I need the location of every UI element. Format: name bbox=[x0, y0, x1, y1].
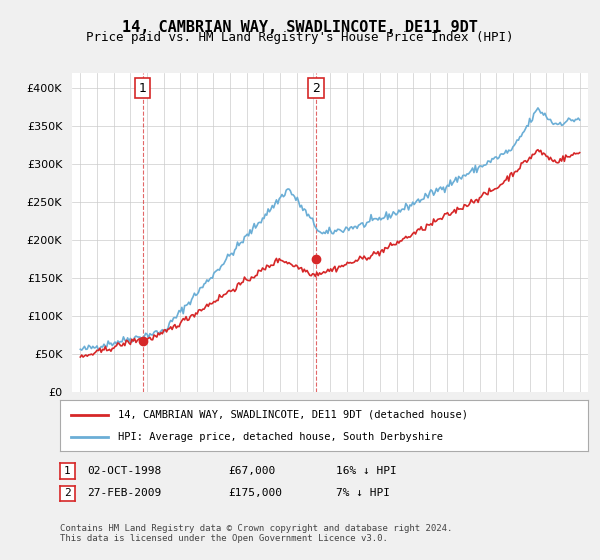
Text: 2: 2 bbox=[312, 82, 320, 95]
Text: £67,000: £67,000 bbox=[228, 466, 275, 476]
Text: 7% ↓ HPI: 7% ↓ HPI bbox=[336, 488, 390, 498]
Text: Contains HM Land Registry data © Crown copyright and database right 2024.
This d: Contains HM Land Registry data © Crown c… bbox=[60, 524, 452, 543]
Text: 16% ↓ HPI: 16% ↓ HPI bbox=[336, 466, 397, 476]
Text: 27-FEB-2009: 27-FEB-2009 bbox=[87, 488, 161, 498]
Text: Price paid vs. HM Land Registry's House Price Index (HPI): Price paid vs. HM Land Registry's House … bbox=[86, 31, 514, 44]
Text: 1: 1 bbox=[139, 82, 146, 95]
Text: 02-OCT-1998: 02-OCT-1998 bbox=[87, 466, 161, 476]
Text: £175,000: £175,000 bbox=[228, 488, 282, 498]
Text: 14, CAMBRIAN WAY, SWADLINCOTE, DE11 9DT: 14, CAMBRIAN WAY, SWADLINCOTE, DE11 9DT bbox=[122, 20, 478, 35]
Text: 1: 1 bbox=[64, 466, 71, 476]
Text: 14, CAMBRIAN WAY, SWADLINCOTE, DE11 9DT (detached house): 14, CAMBRIAN WAY, SWADLINCOTE, DE11 9DT … bbox=[118, 409, 468, 419]
Text: 2: 2 bbox=[64, 488, 71, 498]
Text: HPI: Average price, detached house, South Derbyshire: HPI: Average price, detached house, Sout… bbox=[118, 432, 443, 442]
